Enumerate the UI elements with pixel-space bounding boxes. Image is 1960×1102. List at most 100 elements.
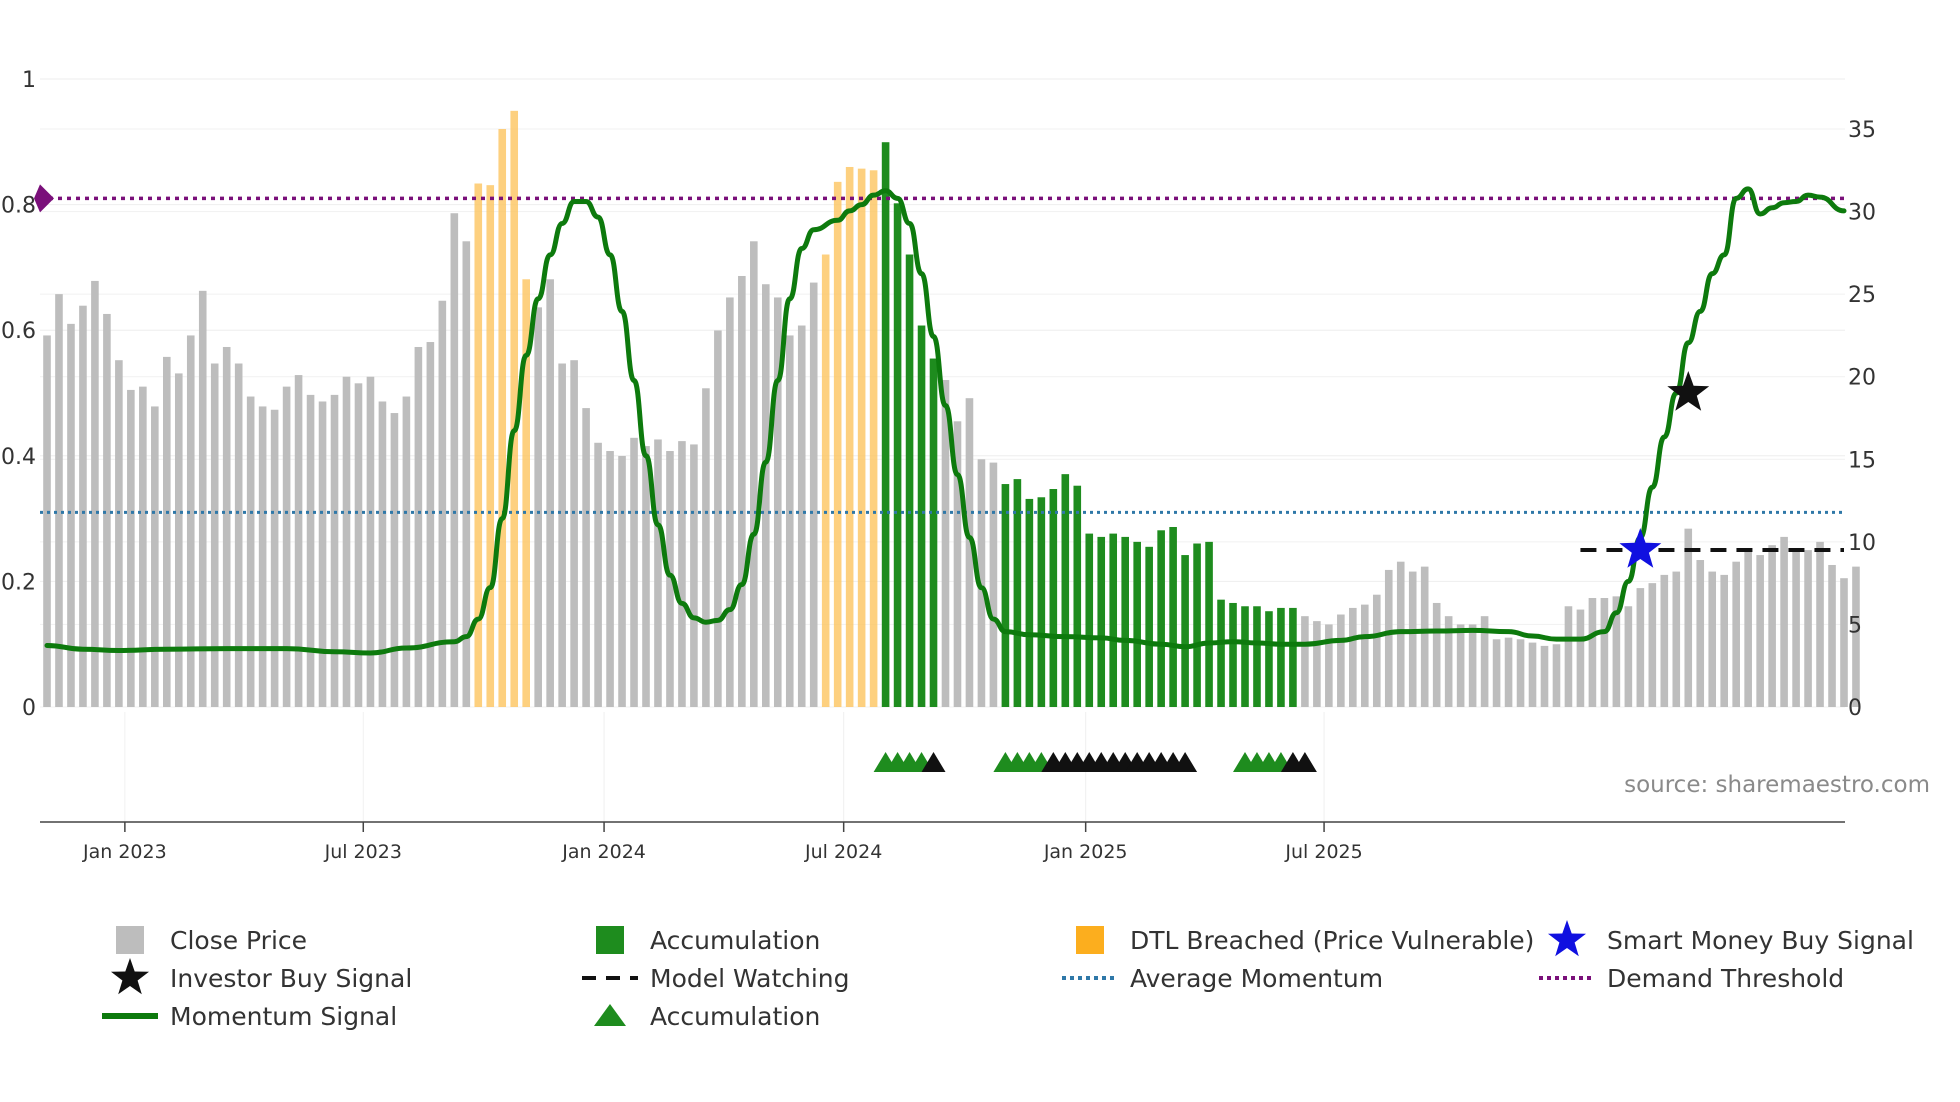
accumulation-bar xyxy=(1001,484,1010,707)
x-tick-label: Jul 2024 xyxy=(804,841,882,863)
x-tick-label: Jan 2024 xyxy=(561,841,646,863)
close-price-bar xyxy=(1672,571,1681,707)
close-price-bar xyxy=(1840,578,1848,707)
close-price-bar xyxy=(642,446,650,707)
close-price-bar xyxy=(1372,594,1381,707)
legend-label: Average Momentum xyxy=(1130,964,1383,993)
close-price-bar xyxy=(1492,639,1501,707)
close-price-bar xyxy=(1648,583,1657,707)
close-price-bar xyxy=(67,323,75,707)
close-price-bar xyxy=(797,325,806,707)
close-price-bar xyxy=(989,462,998,707)
accumulation-bar xyxy=(1013,479,1022,707)
close-price-bar xyxy=(1528,642,1537,707)
close-price-bar xyxy=(1792,551,1800,707)
close-price-bar xyxy=(630,437,638,707)
close-price-bar xyxy=(1612,596,1621,707)
close-price-bar xyxy=(222,346,231,707)
accumulation-bar xyxy=(1157,530,1165,707)
legend-label: Demand Threshold xyxy=(1607,964,1844,993)
close-price-bar xyxy=(678,441,686,707)
dtl-breached-bar xyxy=(498,129,507,707)
close-price-bar xyxy=(342,376,351,707)
accumulation-bar xyxy=(1073,485,1082,707)
close-price-bar xyxy=(1480,616,1489,707)
close-price-bar xyxy=(354,383,363,707)
accumulation-bar xyxy=(1181,555,1189,707)
dtl-breached-bar xyxy=(857,168,866,708)
close-price-bar xyxy=(115,360,123,707)
close-price-bar xyxy=(1744,551,1752,707)
legend-item: Smart Money Buy Signal xyxy=(1548,920,1914,957)
close-price-bar xyxy=(139,386,147,707)
dtl-breached-bar xyxy=(869,170,878,708)
accumulation-bar xyxy=(1037,497,1046,707)
y-right-tick-label: 10 xyxy=(1848,531,1876,556)
close-price-bar xyxy=(1696,560,1705,707)
legend-label: Smart Money Buy Signal xyxy=(1607,926,1914,955)
legend: Close Price Accumulation DTL Breached (Pri… xyxy=(102,920,1914,1031)
close-price-bar xyxy=(198,290,207,707)
close-price-bar xyxy=(1636,588,1645,707)
close-price-bar xyxy=(1384,569,1393,707)
legend-item: Average Momentum xyxy=(1062,964,1383,993)
legend-label: Momentum Signal xyxy=(170,1002,397,1031)
close-price-bar xyxy=(294,375,303,707)
close-price-bar xyxy=(366,376,375,707)
close-price-bar xyxy=(1337,614,1345,707)
close-price-bar xyxy=(1588,598,1597,707)
grid-lines xyxy=(40,78,1845,822)
close-price-bar xyxy=(163,356,171,707)
close-price-bar xyxy=(1564,606,1573,707)
accumulation-bar xyxy=(893,203,902,708)
signal-markers xyxy=(1619,371,1710,568)
close-price-bar xyxy=(270,409,279,707)
close-price-bar xyxy=(726,297,734,707)
accumulation-bar xyxy=(1121,536,1129,707)
legend-item: Accumulation xyxy=(594,1002,820,1031)
close-price-bar xyxy=(714,330,722,707)
accumulation-bar xyxy=(1193,543,1201,707)
close-price-bar xyxy=(1516,639,1525,707)
legend-label: Accumulation xyxy=(650,1002,820,1031)
source-label: source: sharemaestro.com xyxy=(1624,772,1930,798)
close-price-bar xyxy=(1720,574,1728,707)
close-price-bar xyxy=(318,401,327,707)
close-price-bar xyxy=(1301,616,1309,707)
y-left-tick-label: 0.6 xyxy=(1,319,36,344)
reference-lines xyxy=(34,184,1845,552)
close-price-bar xyxy=(79,305,87,707)
close-price-bar xyxy=(246,396,255,707)
close-price-bar xyxy=(570,360,578,707)
accumulation-marker xyxy=(1292,752,1317,772)
price-bars xyxy=(43,110,1860,708)
accumulation-bar xyxy=(1049,489,1058,707)
accumulation-bar xyxy=(1277,607,1285,707)
legend-accumulation-swatch xyxy=(594,1004,626,1026)
close-price-bar xyxy=(965,398,974,707)
x-tick-label: Jan 2025 xyxy=(1043,841,1128,863)
close-price-bar xyxy=(762,284,770,707)
y-right-tick-label: 20 xyxy=(1848,366,1876,391)
close-price-bar xyxy=(1420,566,1429,707)
close-price-bar xyxy=(558,363,566,707)
legend-smart-money-buy-signal-swatch xyxy=(1548,920,1586,957)
y-right-tick-label: 5 xyxy=(1848,613,1862,638)
y-right-tick-label: 0 xyxy=(1848,696,1862,721)
accumulation-bar xyxy=(1025,498,1034,707)
legend-label: DTL Breached (Price Vulnerable) xyxy=(1130,926,1534,955)
legend-item: Accumulation xyxy=(596,926,820,955)
accumulation-bar xyxy=(1169,526,1177,707)
close-price-bar xyxy=(103,313,111,707)
accumulation-markers xyxy=(873,752,1317,772)
y-left-tick-label: 1 xyxy=(22,68,36,93)
close-price-bar xyxy=(1816,541,1824,707)
close-price-bar xyxy=(1349,607,1357,707)
close-price-bar xyxy=(174,373,183,707)
close-price-bar xyxy=(426,342,435,707)
close-price-bar xyxy=(1361,604,1369,707)
close-price-bar xyxy=(1852,566,1860,707)
accumulation-bar xyxy=(1133,541,1141,707)
close-price-bar xyxy=(378,401,387,707)
close-price-bar xyxy=(1600,598,1609,707)
